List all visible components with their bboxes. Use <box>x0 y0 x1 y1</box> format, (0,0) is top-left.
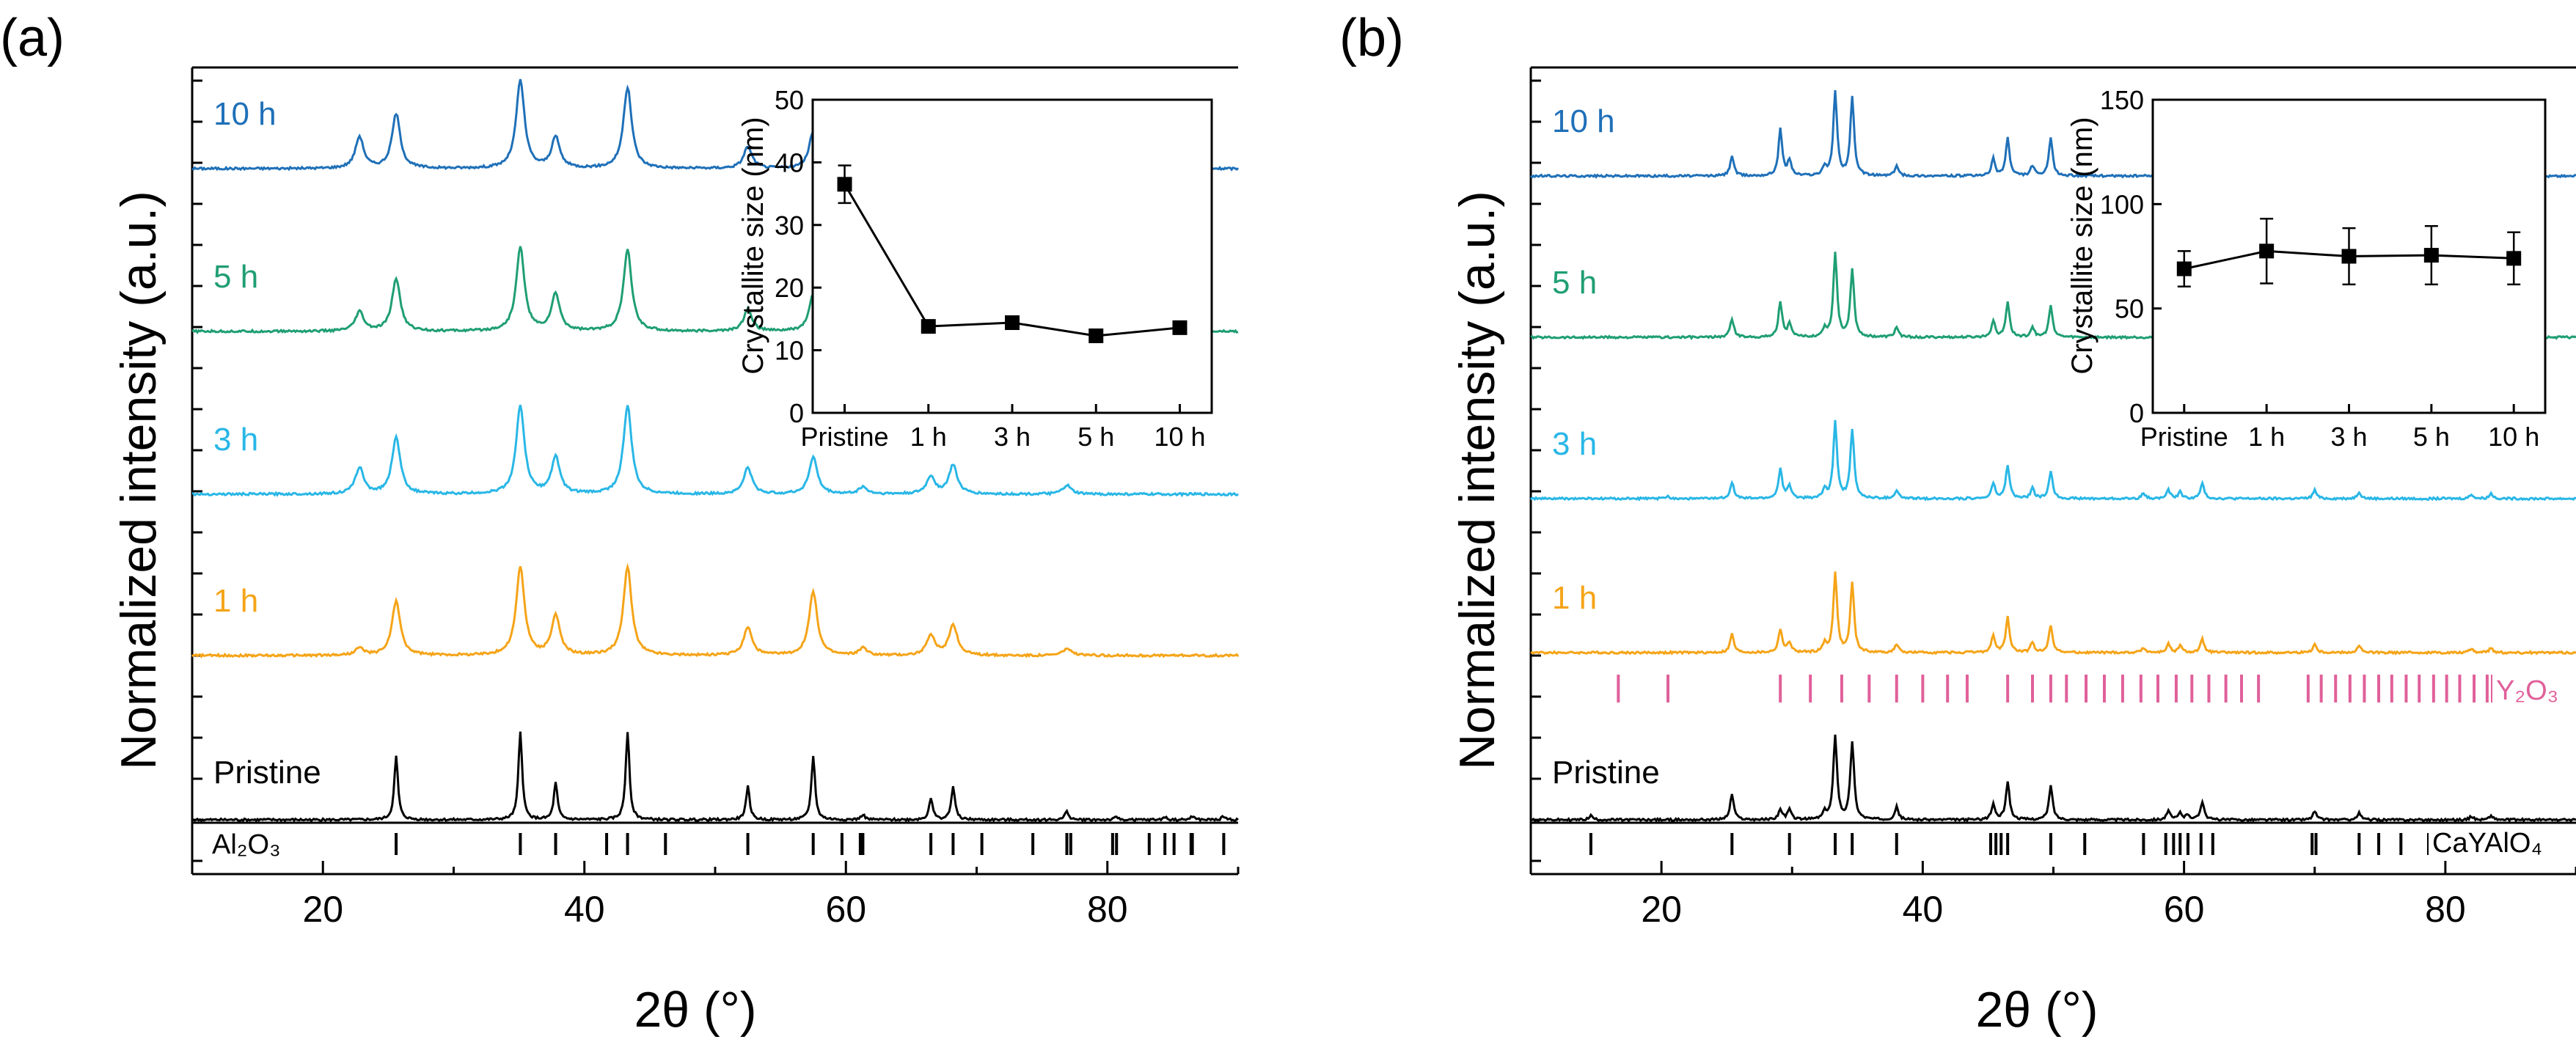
x-tick-label: 60 <box>2164 889 2205 930</box>
inset-frame <box>811 98 1213 414</box>
reference-label: CaYAlO₄ <box>2432 828 2542 859</box>
inset-point <box>2259 243 2275 259</box>
pattern-label: Pristine <box>213 755 321 790</box>
pattern-label: 1 h <box>1552 580 1597 616</box>
pattern-label: 5 h <box>213 259 258 295</box>
inset-y-tick-label: 50 <box>775 85 804 115</box>
inset-point <box>1005 315 1020 331</box>
x-tick-label: 40 <box>564 889 605 930</box>
inset-x-tick-label: 3 h <box>2330 422 2367 452</box>
pattern-line-3-h <box>1529 419 2576 502</box>
inset-point <box>2423 248 2439 263</box>
inset-x-tick-label: 5 h <box>2413 422 2450 452</box>
x-tick-label: 80 <box>1087 889 1128 930</box>
inset-point <box>2341 249 2357 264</box>
pattern-line-1-h <box>1530 571 2576 656</box>
pattern-label: Pristine <box>1552 755 1660 790</box>
x-tick-label: 40 <box>1903 889 1944 930</box>
inset-x-tick-label: Pristine <box>800 422 888 452</box>
pattern-label: 5 h <box>1552 265 1597 301</box>
inset-y-tick-label: 0 <box>2129 398 2144 428</box>
inset-point <box>921 319 936 334</box>
panel-a-xlabel: 2θ (°) <box>634 982 756 1038</box>
panel-b-ylabel: Normalized intensity (a.u.) <box>1449 191 1505 770</box>
pattern-label: 10 h <box>1552 103 1615 139</box>
inset-x-tick-label: 10 h <box>1154 422 1205 452</box>
inset-point <box>1088 328 1104 343</box>
pattern-label: 3 h <box>213 422 258 458</box>
inset-a-ylabel: Crystallite size (nm) <box>737 117 769 374</box>
reference-label: Al₂O₃ <box>212 829 281 860</box>
inset-x-tick-label: Pristine <box>2140 422 2228 452</box>
panel-a-label: (a) <box>0 9 65 67</box>
inset-y-tick-label: 30 <box>775 210 804 241</box>
inset-y-tick-label: 20 <box>775 273 804 303</box>
panel-b-label: (b) <box>1339 9 1404 67</box>
x-tick-label: 20 <box>1641 889 1682 930</box>
pattern-line-1-h <box>191 562 1240 659</box>
x-tick-label: 20 <box>302 889 343 930</box>
inset-y-tick-label: 0 <box>789 398 804 428</box>
panel-a: (a) Normalized intensity (a.u.) 2θ (°) 2… <box>0 9 1240 1038</box>
inset-y-tick-label: 100 <box>2100 189 2144 219</box>
panel-b-xlabel: 2θ (°) <box>1975 982 2098 1038</box>
reference-label: Y₂O₃ <box>2496 675 2558 706</box>
inset-y-tick-label: 50 <box>2115 294 2144 324</box>
inset-x-tick-label: 1 h <box>910 422 947 452</box>
panel-b-inset: Crystallite size (nm) 0 50 100 150 Pristine 1… <box>2066 85 2547 452</box>
pattern-label: 3 h <box>1552 426 1597 462</box>
inset-x-tick-label: 5 h <box>1077 422 1114 452</box>
pattern-label: 10 h <box>213 96 277 132</box>
inset-x-tick-label: 10 h <box>2488 422 2539 452</box>
inset-y-tick-label: 10 <box>775 336 804 366</box>
pattern-line-pristine <box>1530 734 2576 823</box>
inset-point <box>2506 251 2522 266</box>
pattern-line-3-h <box>191 404 1240 498</box>
panel-b: (b) Normalized intensity (a.u.) 2θ (°) 2… <box>1339 9 2576 1038</box>
inset-x-tick-label: 1 h <box>2248 422 2285 452</box>
inset-y-tick-label: 150 <box>2100 85 2144 115</box>
inset-point <box>837 177 852 192</box>
inset-x-tick-label: 3 h <box>994 422 1031 452</box>
x-tick-label: 80 <box>2425 889 2466 930</box>
inset-point <box>1172 320 1188 335</box>
panel-a-inset: Crystallite size (nm) 0 10 20 30 40 50 Pristin… <box>737 85 1213 452</box>
inset-y-tick-label: 40 <box>775 147 804 177</box>
pattern-line-pristine <box>191 731 1239 823</box>
panel-a-ylabel: Normalized intensity (a.u.) <box>111 191 167 770</box>
inset-point <box>2176 261 2192 276</box>
x-tick-label: 60 <box>825 889 866 930</box>
pattern-label: 1 h <box>213 583 258 619</box>
inset-b-ylabel: Crystallite size (nm) <box>2066 117 2099 374</box>
